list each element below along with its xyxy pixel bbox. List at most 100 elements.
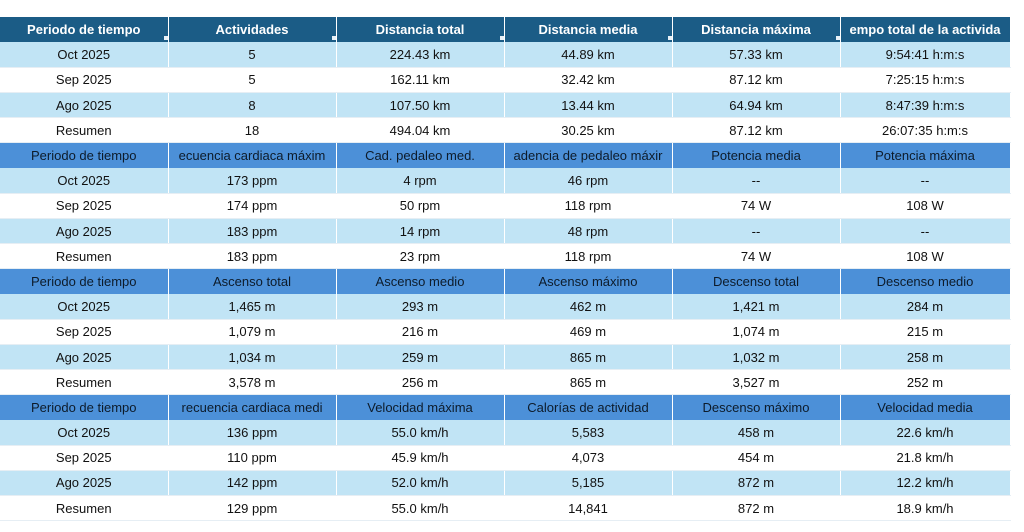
value-cell[interactable]: 215 m (840, 319, 1011, 345)
value-cell[interactable]: 9:54:41 h:m:s (840, 42, 1011, 68)
filter-marker-icon[interactable] (499, 36, 503, 41)
value-cell[interactable]: 162.11 km (336, 67, 505, 94)
column-header[interactable]: Periodo de tiempo (0, 17, 169, 43)
value-cell[interactable]: 494.04 km (336, 117, 505, 144)
value-cell[interactable]: 23 rpm (336, 243, 505, 270)
value-cell[interactable]: 5,185 (504, 470, 673, 497)
value-cell[interactable]: 216 m (336, 319, 505, 345)
column-header[interactable]: Ascenso medio (336, 268, 505, 295)
value-cell[interactable]: 454 m (672, 445, 841, 471)
value-cell[interactable]: 174 ppm (168, 193, 337, 220)
value-cell[interactable]: -- (672, 218, 841, 245)
value-cell[interactable]: 462 m (504, 294, 673, 320)
value-cell[interactable]: 5,583 (504, 420, 673, 446)
period-cell[interactable]: Ago 2025 (0, 470, 169, 497)
column-header[interactable]: Ascenso máximo (504, 268, 673, 295)
column-header[interactable]: Velocidad máxima (336, 394, 505, 420)
value-cell[interactable]: 118 rpm (504, 193, 673, 220)
period-cell[interactable]: Sep 2025 (0, 445, 169, 471)
value-cell[interactable]: 26:07:35 h:m:s (840, 117, 1011, 144)
filter-marker-icon[interactable] (331, 36, 335, 41)
value-cell[interactable]: 865 m (504, 344, 673, 371)
value-cell[interactable]: 183 ppm (168, 218, 337, 245)
value-cell[interactable]: 64.94 km (672, 92, 841, 119)
value-cell[interactable]: 32.42 km (504, 67, 673, 94)
value-cell[interactable]: 13.44 km (504, 92, 673, 119)
column-header[interactable]: Descenso máximo (672, 394, 841, 420)
column-header[interactable]: Potencia media (672, 142, 841, 169)
value-cell[interactable]: 1,421 m (672, 294, 841, 320)
value-cell[interactable]: 224.43 km (336, 42, 505, 68)
period-cell[interactable]: Resumen (0, 117, 169, 144)
value-cell[interactable]: 256 m (336, 369, 505, 396)
column-header[interactable]: adencia de pedaleo máxir (504, 142, 673, 169)
value-cell[interactable]: 108 W (840, 243, 1011, 270)
value-cell[interactable]: 173 ppm (168, 168, 337, 194)
value-cell[interactable]: 55.0 km/h (336, 495, 505, 522)
column-header[interactable]: recuencia cardiaca medi (168, 394, 337, 420)
value-cell[interactable]: 14 rpm (336, 218, 505, 245)
period-cell[interactable]: Oct 2025 (0, 168, 169, 194)
value-cell[interactable]: 872 m (672, 495, 841, 522)
value-cell[interactable]: 21.8 km/h (840, 445, 1011, 471)
column-header[interactable]: Distancia máxima (672, 17, 841, 43)
period-cell[interactable]: Resumen (0, 369, 169, 396)
column-header[interactable]: Potencia máxima (840, 142, 1011, 169)
value-cell[interactable]: 4,073 (504, 445, 673, 471)
value-cell[interactable]: 872 m (672, 470, 841, 497)
period-cell[interactable]: Ago 2025 (0, 92, 169, 119)
value-cell[interactable]: 258 m (840, 344, 1011, 371)
column-header[interactable]: Distancia total (336, 17, 505, 43)
value-cell[interactable]: 5 (168, 42, 337, 68)
value-cell[interactable]: 284 m (840, 294, 1011, 320)
value-cell[interactable]: 3,527 m (672, 369, 841, 396)
value-cell[interactable]: 57.33 km (672, 42, 841, 68)
filter-marker-icon[interactable] (667, 36, 671, 41)
column-header[interactable]: Descenso total (672, 268, 841, 295)
value-cell[interactable]: 55.0 km/h (336, 420, 505, 446)
column-header[interactable]: empo total de la activida (840, 17, 1011, 43)
column-header[interactable]: Distancia media (504, 17, 673, 43)
period-cell[interactable]: Oct 2025 (0, 42, 169, 68)
value-cell[interactable]: 1,074 m (672, 319, 841, 345)
filter-marker-icon[interactable] (163, 36, 167, 41)
period-cell[interactable]: Ago 2025 (0, 344, 169, 371)
column-header[interactable]: Actividades (168, 17, 337, 43)
value-cell[interactable]: 293 m (336, 294, 505, 320)
value-cell[interactable]: 12.2 km/h (840, 470, 1011, 497)
value-cell[interactable]: 252 m (840, 369, 1011, 396)
value-cell[interactable]: 46 rpm (504, 168, 673, 194)
value-cell[interactable]: 87.12 km (672, 67, 841, 94)
period-cell[interactable]: Resumen (0, 243, 169, 270)
value-cell[interactable]: 22.6 km/h (840, 420, 1011, 446)
value-cell[interactable]: 1,079 m (168, 319, 337, 345)
value-cell[interactable]: 5 (168, 67, 337, 94)
column-header[interactable]: Periodo de tiempo (0, 394, 169, 420)
column-header[interactable]: Descenso medio (840, 268, 1011, 295)
value-cell[interactable]: -- (840, 168, 1011, 194)
value-cell[interactable]: 74 W (672, 243, 841, 270)
value-cell[interactable]: 30.25 km (504, 117, 673, 144)
value-cell[interactable]: 7:25:15 h:m:s (840, 67, 1011, 94)
value-cell[interactable]: 469 m (504, 319, 673, 345)
filter-marker-icon[interactable] (835, 36, 839, 41)
column-header[interactable]: ecuencia cardiaca máxim (168, 142, 337, 169)
period-cell[interactable]: Ago 2025 (0, 218, 169, 245)
period-cell[interactable]: Sep 2025 (0, 319, 169, 345)
value-cell[interactable]: 18 (168, 117, 337, 144)
value-cell[interactable]: 183 ppm (168, 243, 337, 270)
period-cell[interactable]: Oct 2025 (0, 420, 169, 446)
value-cell[interactable]: 44.89 km (504, 42, 673, 68)
period-cell[interactable]: Resumen (0, 495, 169, 522)
value-cell[interactable]: 52.0 km/h (336, 470, 505, 497)
value-cell[interactable]: 74 W (672, 193, 841, 220)
value-cell[interactable]: 458 m (672, 420, 841, 446)
value-cell[interactable]: 118 rpm (504, 243, 673, 270)
period-cell[interactable]: Sep 2025 (0, 67, 169, 94)
value-cell[interactable]: 50 rpm (336, 193, 505, 220)
value-cell[interactable]: 8:47:39 h:m:s (840, 92, 1011, 119)
value-cell[interactable]: 865 m (504, 369, 673, 396)
column-header[interactable]: Cad. pedaleo med. (336, 142, 505, 169)
value-cell[interactable]: 18.9 km/h (840, 495, 1011, 522)
value-cell[interactable]: 1,032 m (672, 344, 841, 371)
